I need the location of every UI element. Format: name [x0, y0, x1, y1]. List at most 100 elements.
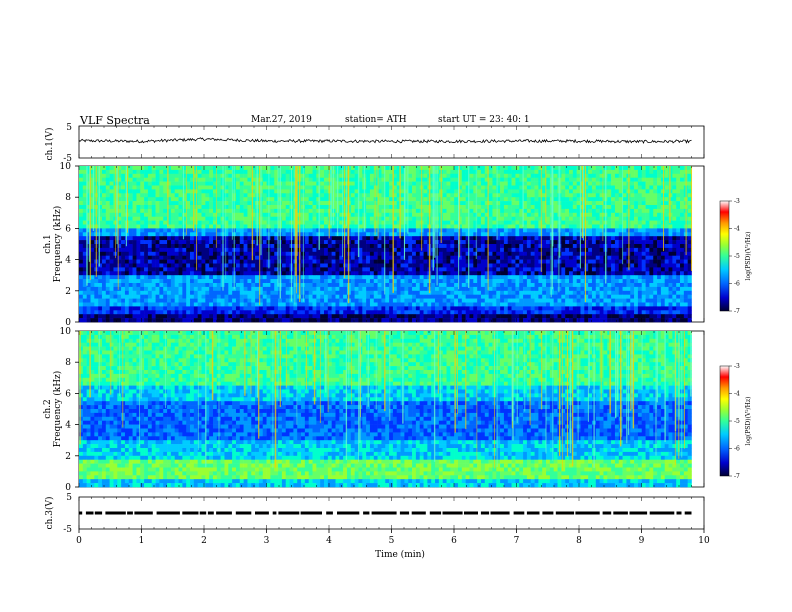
- spectrogram-cell: [216, 283, 221, 288]
- spectrogram-cell: [507, 267, 512, 272]
- spectrogram-cell: [339, 177, 344, 182]
- spectrogram-cell: [274, 197, 279, 202]
- spectrogram-cell: [496, 244, 501, 249]
- spectrogram-cell: [377, 166, 382, 171]
- spectrogram-cell: [201, 263, 206, 268]
- spectrogram-cell: [438, 244, 443, 249]
- spectrogram-cell: [461, 193, 466, 198]
- spectrogram-cell: [488, 173, 493, 178]
- date-label: Mar.27, 2019: [251, 115, 312, 125]
- spectrogram-cell: [496, 259, 501, 264]
- spectrogram-cell: [113, 286, 118, 292]
- spectrogram-cell: [561, 251, 566, 256]
- spectrogram-cell: [461, 228, 466, 233]
- spectrogram-cell: [484, 224, 489, 229]
- spectrogram-cell: [569, 244, 574, 249]
- spectrogram-cell: [304, 181, 309, 186]
- spectrogram-cell: [239, 232, 244, 237]
- spectrogram-cell: [396, 259, 401, 264]
- spectrogram-cell: [507, 193, 512, 198]
- spectrogram-cell: [167, 193, 172, 198]
- spectrogram-cell: [657, 181, 662, 186]
- spectrogram-cell: [442, 205, 447, 210]
- spectrogram-cell: [324, 185, 329, 190]
- spectrogram-cell: [324, 197, 329, 202]
- spectrogram-cell: [197, 275, 202, 280]
- spectrogram-cell: [247, 173, 252, 178]
- spectrogram-cell: [343, 193, 348, 198]
- spectrogram-cell: [622, 247, 627, 253]
- spectrogram-cell: [167, 216, 172, 221]
- spectrogram-cell: [569, 267, 574, 272]
- spectrogram-cell: [664, 166, 669, 171]
- spectrogram-cell: [324, 263, 329, 268]
- spectrogram-cell: [373, 205, 378, 210]
- spectrogram-cell: [465, 228, 470, 233]
- spectrogram-cell: [312, 240, 317, 245]
- spectrogram-cell: [79, 228, 84, 233]
- spectrogram-cell: [82, 283, 87, 288]
- spectrogram-cell: [331, 228, 336, 233]
- spectrogram-cell: [243, 271, 248, 276]
- spectrogram-cell: [243, 208, 248, 214]
- spectrogram-cell: [285, 224, 290, 229]
- spectrogram-cell: [480, 232, 486, 237]
- spectrogram-cell: [197, 208, 202, 214]
- spectrogram-cell: [212, 201, 218, 206]
- spectrogram-cell: [343, 205, 348, 210]
- spectrogram-cell: [454, 193, 459, 198]
- spectrogram-cell: [622, 224, 627, 229]
- spectrogram-cell: [584, 247, 589, 253]
- spectrogram-cell: [530, 247, 535, 253]
- spectrogram-cell: [461, 205, 466, 210]
- spectrogram-cell: [576, 197, 581, 202]
- spectrogram-cell: [270, 205, 275, 210]
- spectrogram-cell: [412, 185, 417, 190]
- spectrogram-cell: [680, 181, 685, 186]
- spectrogram-cell: [377, 205, 382, 210]
- spectrogram-cell: [82, 224, 87, 229]
- spectrogram-cell: [251, 205, 256, 210]
- spectrogram-cell: [209, 275, 214, 280]
- spectrogram-cell: [557, 275, 562, 280]
- spectrogram-cell: [591, 232, 597, 237]
- spectrogram-cell: [193, 224, 198, 229]
- spectrogram-cell: [197, 228, 202, 233]
- spectrogram-cell: [155, 201, 160, 206]
- spectrogram-cell: [500, 279, 505, 284]
- spectrogram-cell: [591, 205, 597, 210]
- spectrogram-cell: [526, 247, 532, 253]
- spectrogram-cell: [553, 208, 558, 214]
- spectrogram-cell: [492, 193, 497, 198]
- spectrogram-cell: [687, 240, 692, 245]
- spectrogram-cell: [637, 251, 643, 256]
- spectrogram-cell: [549, 169, 554, 175]
- spectrogram-cell: [90, 173, 95, 178]
- spectrogram-cell: [209, 228, 214, 233]
- spectrogram-cell: [308, 224, 313, 229]
- spectrogram-cell: [423, 177, 428, 182]
- spectrogram-cell: [561, 185, 566, 190]
- spectrogram-cell: [224, 244, 229, 249]
- spectrogram-cell: [101, 286, 107, 292]
- spectrogram-cell: [239, 220, 244, 225]
- spectrogram-cell: [270, 244, 275, 249]
- spectrogram-cell: [216, 267, 221, 272]
- spectrogram-cell: [496, 279, 501, 284]
- spectrogram-cell: [465, 169, 470, 175]
- spectrogram-cell: [159, 283, 164, 288]
- spectrogram-cell: [178, 263, 183, 268]
- spectrogram-cell: [672, 169, 677, 175]
- spectrogram-cell: [124, 251, 130, 256]
- spectrogram-cell: [676, 263, 681, 268]
- spectrogram-cell: [343, 212, 348, 217]
- spectrogram-cell: [392, 169, 398, 175]
- spectrogram-cell: [511, 208, 516, 214]
- spectrogram-cell: [167, 286, 172, 292]
- spectrogram-cell: [645, 212, 650, 217]
- spectrogram-cell: [595, 275, 600, 280]
- spectrogram-cell: [79, 197, 84, 202]
- spectrogram-cell: [442, 216, 447, 221]
- spectrogram-cell: [457, 267, 463, 272]
- spectrogram-cell: [542, 212, 547, 217]
